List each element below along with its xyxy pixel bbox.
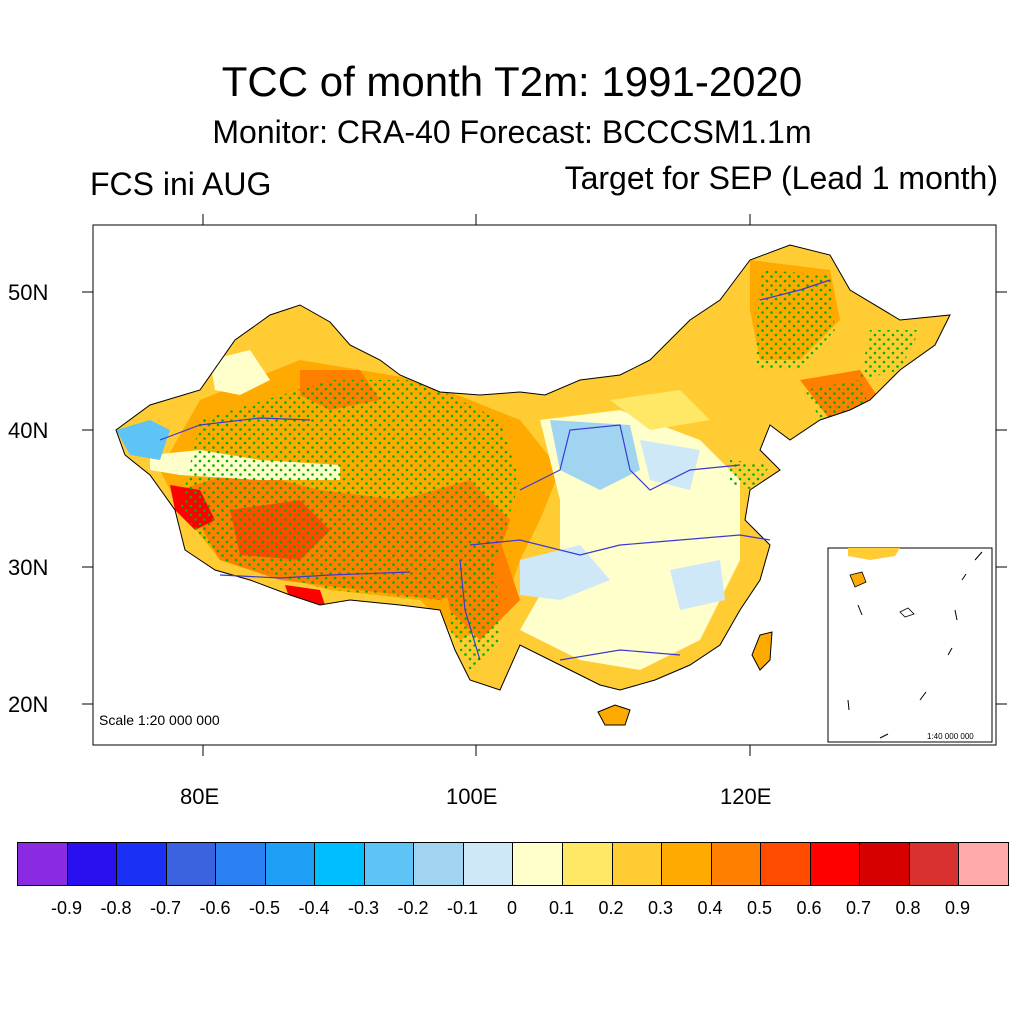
colorbar-cell [414,843,464,885]
colorbar-tick-label: -0.6 [199,898,231,918]
colorbar-cell [216,843,266,885]
colorbar-cell [117,843,167,885]
colorbar-cell [463,843,514,885]
inset-scale-label: 1:40 000 000 [927,732,974,741]
colorbar-cell [364,843,415,885]
colorbar-cell [612,843,663,885]
colorbar-tick-label: -0.5 [248,898,281,918]
lat-label-20n: 20N [8,692,49,717]
colorbar-tick-label: 0.4 [697,898,723,918]
colorbar-cell [315,843,365,885]
colorbar-cell [18,843,68,885]
chart-title: TCC of month T2m: 1991-2020 [221,58,803,105]
south-china-sea-inset [827,547,993,743]
lon-label-80e: 80E [180,784,220,809]
lat-label-40n: 40N [8,418,49,443]
colorbar-tick-label: 0.3 [647,898,674,918]
target-label: Target for SEP (Lead 1 month) [564,160,998,196]
colorbar-tick-label: 0.2 [598,898,624,918]
colorbar-cell [265,843,316,885]
colorbar-tick-label: -0.4 [298,898,330,918]
colorbar-tick-label: -0.9 [50,898,83,918]
colorbar-tick-label: -0.8 [100,898,132,918]
colorbar-tick-label: -0.3 [347,898,380,918]
colorbar-cell [67,843,118,885]
colorbar-tick-label: 0.7 [845,898,872,918]
colorbar-cell [513,843,564,885]
lon-label-100e: 100E [446,784,498,809]
colorbar-cell [959,843,1008,885]
colorbar-cell [810,843,861,885]
colorbar-tick-label: 0.6 [796,898,822,918]
colorbar-cell [909,843,960,885]
colorbar-cell [860,843,910,885]
colorbar-tick-label: 0.5 [746,898,773,918]
colorbar-cell [563,843,613,885]
colorbar-tick-label: 0.8 [895,898,921,918]
initialization-label: FCS ini AUG [90,166,272,202]
colorbar-tick-label: -0.7 [149,898,182,918]
taiwan-island [751,631,773,671]
colorbar-tick-label: 0 [506,898,518,918]
colorbar-tick-label: -0.1 [446,898,479,918]
lon-label-120e: 120E [720,784,772,809]
lat-label-30n: 30N [8,555,49,580]
colorbar [17,842,1009,886]
colorbar-cell [761,843,811,885]
colorbar-tick-label: 0.9 [944,898,971,918]
colorbar-cell [711,843,762,885]
lat-label-50n: 50N [8,280,49,305]
colorbar-tick-label: -0.2 [397,898,429,918]
hainan-island [597,704,631,726]
colorbar-cell [662,843,712,885]
map-scale-label: Scale 1:20 000 000 [99,712,220,728]
rivers [159,279,831,661]
chart-subtitle: Monitor: CRA-40 Forecast: BCCCSM1.1m [212,114,812,150]
colorbar-tick-label: 0.1 [548,898,575,918]
colorbar-cell [166,843,217,885]
